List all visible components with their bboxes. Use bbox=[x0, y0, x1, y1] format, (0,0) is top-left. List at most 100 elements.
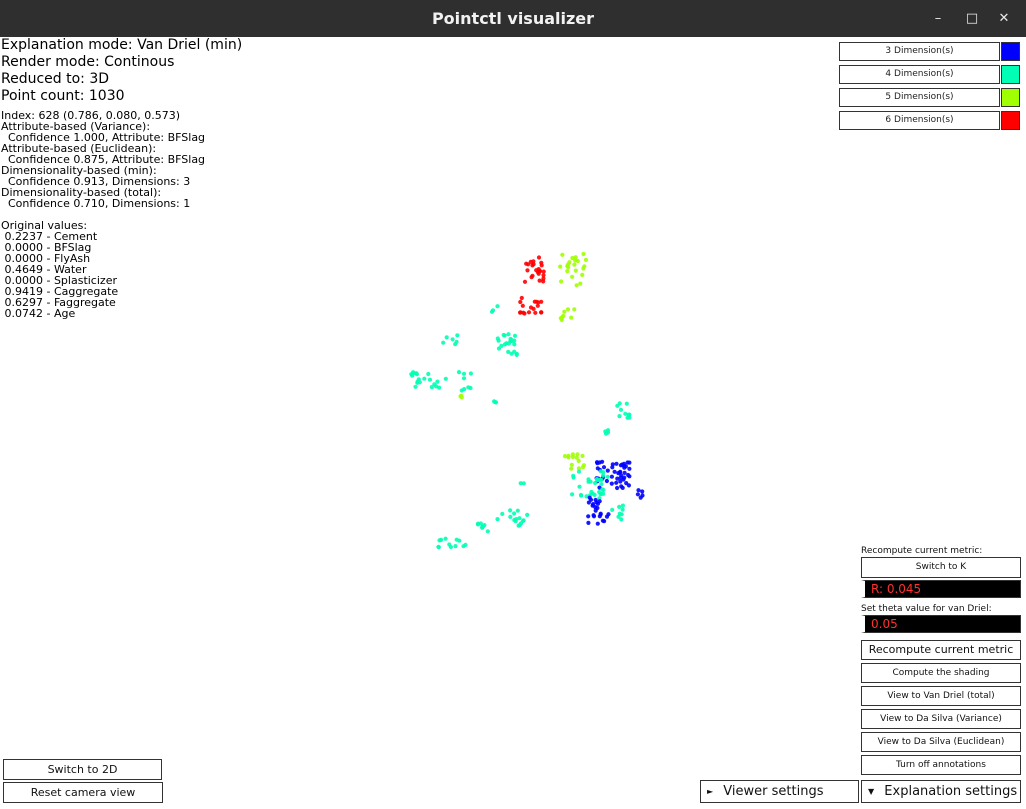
point-cloud-point bbox=[574, 283, 579, 288]
point-cloud-point bbox=[586, 500, 591, 505]
point-cloud-point bbox=[605, 428, 611, 433]
turn-off-annotations-button[interactable]: Turn off annotations bbox=[861, 755, 1021, 775]
point-cloud-viewport[interactable] bbox=[400, 240, 660, 570]
reduced-to-text: Reduced to: 3D bbox=[1, 71, 110, 87]
point-cloud-point bbox=[640, 489, 645, 494]
detail-line: Confidence 1.000, Attribute: BFSlag bbox=[1, 131, 206, 144]
point-cloud-point bbox=[584, 494, 589, 499]
point-cloud-point bbox=[623, 411, 628, 416]
point-cloud-point bbox=[560, 252, 565, 257]
point-cloud-point bbox=[592, 492, 597, 497]
maximize-icon[interactable]: □ bbox=[965, 11, 979, 26]
point-cloud-point bbox=[627, 460, 632, 465]
point-cloud-point bbox=[495, 517, 500, 522]
point-cloud-point bbox=[519, 295, 524, 301]
point-cloud-point bbox=[461, 544, 466, 549]
theta-input[interactable]: 0.05 bbox=[861, 615, 1021, 633]
point-cloud-point bbox=[583, 257, 588, 262]
point-cloud-point bbox=[602, 519, 607, 524]
point-cloud-point bbox=[612, 469, 617, 474]
viewer-settings-button[interactable]: ► Viewer settings bbox=[700, 780, 859, 803]
detail-line: Attribute-based (Variance): bbox=[1, 120, 151, 133]
point-cloud-point bbox=[525, 512, 530, 517]
point-cloud-point bbox=[570, 255, 575, 261]
point-cloud-point bbox=[605, 468, 610, 473]
point-cloud-point bbox=[522, 311, 527, 316]
theta-label: Set theta value for van Driel: bbox=[861, 604, 992, 614]
recompute-metric-button[interactable]: Recompute current metric bbox=[861, 640, 1021, 660]
switch-to-k-button[interactable]: Switch to K bbox=[861, 557, 1021, 578]
legend-swatch-5d bbox=[1001, 88, 1020, 107]
point-cloud-point bbox=[614, 461, 619, 466]
compute-shading-button[interactable]: Compute the shading bbox=[861, 663, 1021, 683]
point-cloud-point bbox=[591, 514, 597, 519]
point-cloud-point bbox=[444, 335, 449, 340]
legend-label-4d: 4 Dimension(s) bbox=[839, 65, 1000, 84]
point-cloud-point bbox=[572, 307, 577, 312]
viewer-settings-label: Viewer settings bbox=[723, 784, 824, 799]
point-cloud-point bbox=[534, 299, 539, 304]
point-cloud-point bbox=[590, 503, 595, 508]
point-cloud-point bbox=[610, 462, 615, 467]
point-cloud-point bbox=[581, 251, 586, 257]
point-cloud-point bbox=[626, 483, 631, 488]
point-cloud-point bbox=[457, 538, 462, 543]
point-cloud-point bbox=[618, 475, 623, 480]
point-cloud-point bbox=[518, 521, 524, 526]
point-cloud-point bbox=[575, 452, 580, 457]
point-cloud-point bbox=[576, 458, 581, 463]
point-cloud-point bbox=[572, 262, 577, 267]
point-cloud-point bbox=[521, 518, 526, 523]
point-cloud-point bbox=[437, 385, 442, 390]
point-cloud-point bbox=[601, 473, 606, 478]
view-da-silva-variance-button[interactable]: View to Da Silva (Variance) bbox=[861, 709, 1021, 729]
point-cloud-point bbox=[620, 485, 625, 490]
point-cloud-point bbox=[593, 508, 598, 513]
reset-camera-button[interactable]: Reset camera view bbox=[3, 782, 163, 803]
point-cloud-point bbox=[436, 544, 441, 549]
detail-line: Dimensionality-based (total): bbox=[1, 186, 162, 199]
minimize-icon[interactable]: – bbox=[934, 11, 942, 26]
view-da-silva-euclidean-button[interactable]: View to Da Silva (Euclidean) bbox=[861, 732, 1021, 752]
point-cloud-point bbox=[562, 309, 567, 314]
point-cloud-point bbox=[604, 478, 609, 484]
point-cloud-point bbox=[526, 310, 532, 315]
point-cloud-point bbox=[537, 278, 542, 283]
switch-to-2d-button[interactable]: Switch to 2D bbox=[3, 759, 162, 780]
legend-swatch-4d bbox=[1001, 65, 1020, 84]
point-cloud-point bbox=[566, 453, 571, 458]
render-mode-text: Render mode: Continous bbox=[1, 54, 175, 70]
point-cloud-point bbox=[619, 517, 624, 522]
r-value-field[interactable]: R: 0.045 bbox=[861, 580, 1021, 598]
point-cloud-point bbox=[435, 379, 440, 384]
point-cloud-point bbox=[601, 491, 606, 496]
point-cloud-point bbox=[413, 384, 418, 389]
point-cloud-point bbox=[598, 512, 603, 517]
close-icon[interactable]: ✕ bbox=[998, 11, 1010, 26]
point-cloud-point bbox=[489, 309, 495, 314]
point-cloud-point bbox=[530, 273, 535, 278]
point-cloud-point bbox=[480, 525, 485, 530]
point-cloud-point bbox=[597, 460, 602, 465]
point-cloud-point bbox=[504, 341, 509, 346]
point-cloud-point bbox=[588, 479, 593, 484]
point-cloud-point bbox=[617, 414, 622, 419]
explanation-settings-button[interactable]: ▼ Explanation settings bbox=[861, 780, 1021, 803]
point-cloud-point bbox=[615, 403, 620, 408]
point-cloud-point bbox=[627, 466, 632, 471]
triangle-right-icon: ► bbox=[707, 787, 714, 796]
window-title: Pointctl visualizer bbox=[431, 9, 595, 28]
point-cloud-point bbox=[447, 542, 452, 547]
point-cloud-point bbox=[410, 373, 415, 378]
view-van-driel-button[interactable]: View to Van Driel (total) bbox=[861, 686, 1021, 706]
point-cloud-point bbox=[574, 455, 579, 460]
original-value-row: 0.9419 - Caggregate bbox=[1, 285, 119, 298]
legend-swatch-6d bbox=[1001, 111, 1020, 130]
detail-line: Dimensionality-based (min): bbox=[1, 164, 157, 177]
point-cloud-point bbox=[599, 482, 604, 487]
detail-line: Confidence 0.913, Dimensions: 3 bbox=[1, 175, 191, 188]
point-cloud-point bbox=[617, 504, 622, 509]
point-cloud-point bbox=[506, 332, 511, 337]
point-cloud-point bbox=[597, 499, 602, 504]
point-cloud-point bbox=[461, 376, 467, 381]
